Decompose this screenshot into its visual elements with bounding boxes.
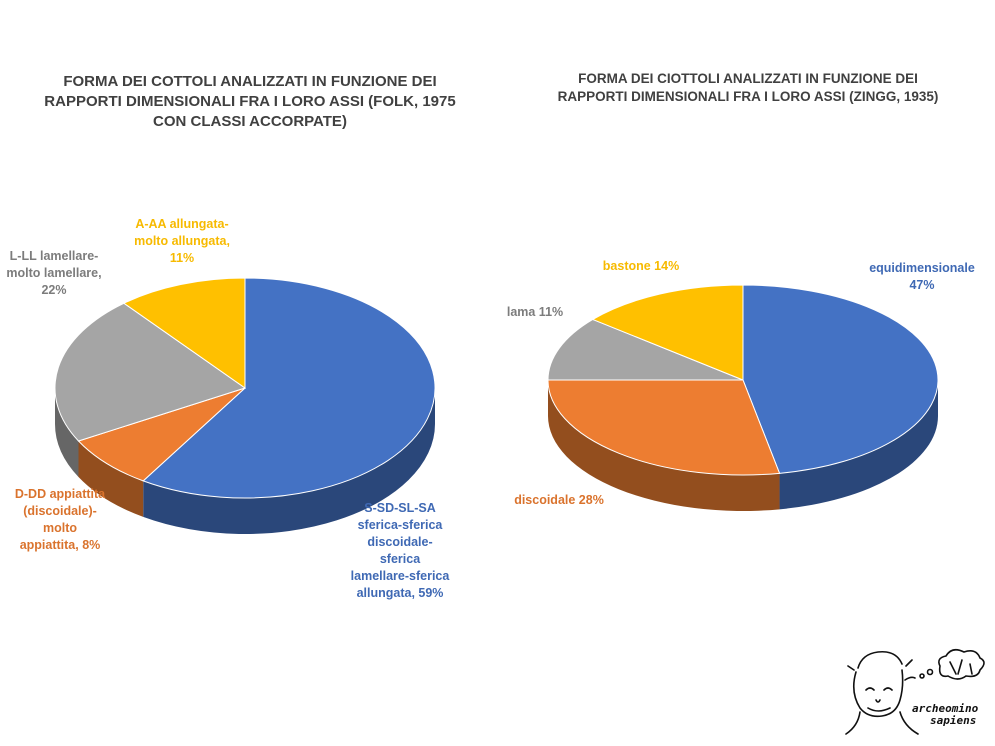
pie-left-label-a-aa-allungata: A-AA allungata-molto allungata, 11% (134, 217, 230, 265)
pie-right-slice-bastone-14 (591, 284, 744, 381)
pie-right-sides (548, 380, 938, 512)
pie-left-side-1 (78, 440, 144, 517)
pie-right-labels: equidimensionale 47% discoidale 28% lama 11… (507, 259, 975, 507)
pie-left-slice-l-ll-lamellare (54, 302, 247, 442)
pie-right-label-equidimensionale: equidimensionale 47% (869, 261, 975, 292)
pie-right-side-0 (779, 380, 938, 510)
pie-chart-left: S-SD-SL-SA sferica-sferica discoidale-sfer… (6, 217, 450, 600)
pie-right-slice-equidimensionale (742, 284, 939, 474)
pie-left-sides (55, 388, 435, 535)
pie-right-slice-lama-11 (547, 318, 744, 381)
pie-left-slice-s-sd-sl-sa (142, 277, 436, 499)
pie-left-slices (54, 277, 436, 499)
pie-left-label-s-sd-sl-sa: S-SD-SL-SA sferica-sferica discoidale-sfer… (351, 501, 451, 600)
pie-left-side-0 (143, 388, 435, 535)
pie-right-slice-discoidale-28 (547, 379, 781, 476)
pie-left-slice-d-dd-appiattita (77, 387, 246, 482)
pie-left-labels: S-SD-SL-SA sferica-sferica discoidale-sfer… (6, 217, 450, 600)
pie-right-label-bastone-14: bastone 14% (603, 259, 679, 273)
logo-text-line2: sapiens (930, 714, 976, 727)
pie-left-side-2 (55, 388, 79, 477)
pie-left-label-d-dd-appiattita: D-DD appiattita (discoidale)-molto appiatt… (15, 487, 106, 552)
chart-title-right: FORMA DEI CIOTTOLI ANALIZZATI IN FUNZION… (557, 71, 939, 104)
pie-left-slice-a-aa-allungata (122, 277, 246, 389)
pie-right-label-discoidale-28: discoidale 28% (514, 493, 604, 507)
logo-text-line1: archeomino (912, 702, 979, 715)
pie-right-slices (547, 284, 939, 476)
archeomino-sapiens-logo: archeomino sapiens (845, 648, 985, 735)
pie-left-label-l-ll-lamellare: L-LL lamellare-molto lamellare, 22% (6, 249, 101, 297)
pie-right-side-1 (548, 380, 780, 512)
pie-right-label-lama-11: lama 11% (507, 305, 563, 319)
chart-title-left: FORMA DEI COTTOLI ANALIZZATI IN FUNZIONE… (44, 73, 456, 130)
pie-chart-right: equidimensionale 47% discoidale 28% lama 11… (507, 259, 975, 512)
